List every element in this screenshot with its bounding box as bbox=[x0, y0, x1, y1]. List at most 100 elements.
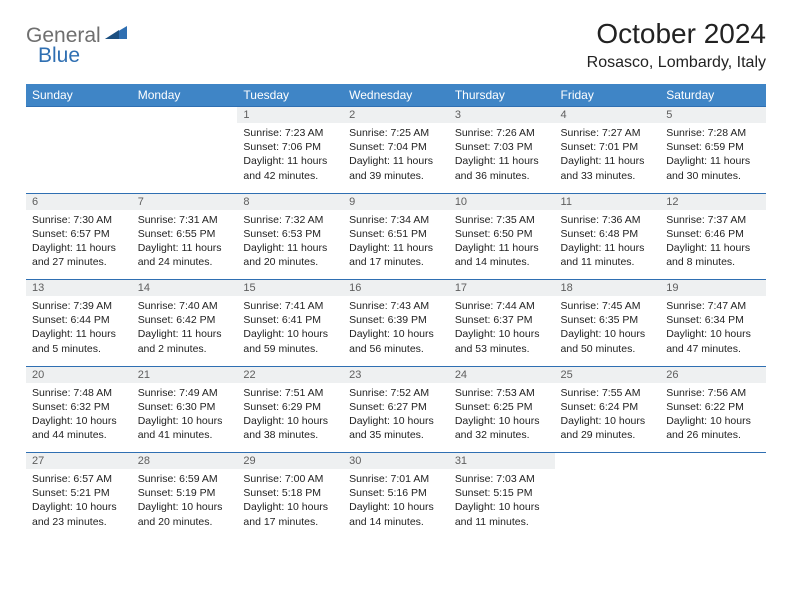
day-number-cell: 31 bbox=[449, 453, 555, 470]
title-block: October 2024 Rosasco, Lombardy, Italy bbox=[587, 18, 766, 72]
day-content-cell: Sunrise: 7:44 AMSunset: 6:37 PMDaylight:… bbox=[449, 296, 555, 366]
sunrise-line: Sunrise: 7:00 AM bbox=[243, 472, 337, 486]
sunrise-line: Sunrise: 7:35 AM bbox=[455, 213, 549, 227]
daylight-line: Daylight: 11 hours and 30 minutes. bbox=[666, 154, 760, 182]
sunrise-line: Sunrise: 7:31 AM bbox=[138, 213, 232, 227]
sunset-line: Sunset: 7:06 PM bbox=[243, 140, 337, 154]
day-number-cell: 23 bbox=[343, 366, 449, 383]
sunset-line: Sunset: 6:57 PM bbox=[32, 227, 126, 241]
daylight-line: Daylight: 11 hours and 39 minutes. bbox=[349, 154, 443, 182]
day-number-cell: 30 bbox=[343, 453, 449, 470]
day-content-cell: Sunrise: 7:37 AMSunset: 6:46 PMDaylight:… bbox=[660, 210, 766, 280]
day-content-row: Sunrise: 7:48 AMSunset: 6:32 PMDaylight:… bbox=[26, 383, 766, 453]
daylight-line: Daylight: 11 hours and 27 minutes. bbox=[32, 241, 126, 269]
sunset-line: Sunset: 6:37 PM bbox=[455, 313, 549, 327]
day-number-cell: 5 bbox=[660, 107, 766, 124]
sunset-line: Sunset: 7:01 PM bbox=[561, 140, 655, 154]
day-number-cell: 4 bbox=[555, 107, 661, 124]
logo-text-blue: Blue bbox=[38, 44, 80, 67]
day-content-row: Sunrise: 7:23 AMSunset: 7:06 PM Daylight:… bbox=[26, 123, 766, 193]
day-number-cell: 6 bbox=[26, 193, 132, 210]
sunrise-line: Sunrise: 7:39 AM bbox=[32, 299, 126, 313]
sunrise-line: Sunrise: 7:27 AM bbox=[561, 126, 655, 140]
daylight-line: Daylight: 10 hours and 20 minutes. bbox=[138, 500, 232, 528]
sunset-line: Sunset: 6:42 PM bbox=[138, 313, 232, 327]
day-content-row: Sunrise: 7:39 AMSunset: 6:44 PMDaylight:… bbox=[26, 296, 766, 366]
sunrise-line: Sunrise: 6:57 AM bbox=[32, 472, 126, 486]
daylight-line: Daylight: 11 hours and 8 minutes. bbox=[666, 241, 760, 269]
daylight-line: Daylight: 10 hours and 44 minutes. bbox=[32, 414, 126, 442]
sunset-line: Sunset: 6:22 PM bbox=[666, 400, 760, 414]
daylight-line: Daylight: 10 hours and 35 minutes. bbox=[349, 414, 443, 442]
day-content-cell: Sunrise: 7:00 AMSunset: 5:18 PMDaylight:… bbox=[237, 469, 343, 539]
sunrise-line: Sunrise: 7:43 AM bbox=[349, 299, 443, 313]
sunset-line: Sunset: 5:15 PM bbox=[455, 486, 549, 500]
day-content-cell: Sunrise: 7:53 AMSunset: 6:25 PMDaylight:… bbox=[449, 383, 555, 453]
sunset-line: Sunset: 5:18 PM bbox=[243, 486, 337, 500]
sunset-line: Sunset: 6:27 PM bbox=[349, 400, 443, 414]
sunrise-line: Sunrise: 7:41 AM bbox=[243, 299, 337, 313]
sunset-line: Sunset: 6:29 PM bbox=[243, 400, 337, 414]
day-header-row: SundayMondayTuesdayWednesdayThursdayFrid… bbox=[26, 84, 766, 107]
sunset-line: Sunset: 6:24 PM bbox=[561, 400, 655, 414]
day-header: Sunday bbox=[26, 84, 132, 107]
day-number-cell: 11 bbox=[555, 193, 661, 210]
day-number-cell: 13 bbox=[26, 280, 132, 297]
sunrise-line: Sunrise: 7:28 AM bbox=[666, 126, 760, 140]
sunrise-line: Sunrise: 7:55 AM bbox=[561, 386, 655, 400]
day-content-cell bbox=[555, 469, 661, 539]
day-content-cell: Sunrise: 7:40 AMSunset: 6:42 PMDaylight:… bbox=[132, 296, 238, 366]
location: Rosasco, Lombardy, Italy bbox=[587, 54, 766, 72]
day-number-cell: 7 bbox=[132, 193, 238, 210]
day-content-cell: Sunrise: 7:49 AMSunset: 6:30 PMDaylight:… bbox=[132, 383, 238, 453]
day-number-cell bbox=[555, 453, 661, 470]
sunrise-line: Sunrise: 7:37 AM bbox=[666, 213, 760, 227]
sunrise-line: Sunrise: 7:36 AM bbox=[561, 213, 655, 227]
day-content-cell: Sunrise: 7:25 AMSunset: 7:04 PMDaylight:… bbox=[343, 123, 449, 193]
day-content-cell bbox=[660, 469, 766, 539]
sunrise-line: Sunrise: 7:23 AM bbox=[243, 126, 337, 140]
day-content-cell: Sunrise: 7:55 AMSunset: 6:24 PMDaylight:… bbox=[555, 383, 661, 453]
sunrise-line: Sunrise: 7:52 AM bbox=[349, 386, 443, 400]
sunset-line: Sunset: 6:35 PM bbox=[561, 313, 655, 327]
daylight-line: Daylight: 10 hours and 59 minutes. bbox=[243, 327, 337, 355]
day-number-cell: 8 bbox=[237, 193, 343, 210]
day-number-cell: 25 bbox=[555, 366, 661, 383]
day-content-cell: Sunrise: 7:43 AMSunset: 6:39 PMDaylight:… bbox=[343, 296, 449, 366]
day-number-cell: 29 bbox=[237, 453, 343, 470]
day-number-cell: 16 bbox=[343, 280, 449, 297]
day-content-row: Sunrise: 7:30 AMSunset: 6:57 PMDaylight:… bbox=[26, 210, 766, 280]
day-content-cell: Sunrise: 7:41 AMSunset: 6:41 PMDaylight:… bbox=[237, 296, 343, 366]
day-content-cell: Sunrise: 7:03 AMSunset: 5:15 PMDaylight:… bbox=[449, 469, 555, 539]
day-number-cell: 27 bbox=[26, 453, 132, 470]
day-content-cell: Sunrise: 7:26 AMSunset: 7:03 PMDaylight:… bbox=[449, 123, 555, 193]
calendar-table: SundayMondayTuesdayWednesdayThursdayFrid… bbox=[26, 84, 766, 539]
day-number-cell: 24 bbox=[449, 366, 555, 383]
sunrise-line: Sunrise: 7:01 AM bbox=[349, 472, 443, 486]
daylight-line: Daylight: 11 hours and 36 minutes. bbox=[455, 154, 549, 182]
day-header: Friday bbox=[555, 84, 661, 107]
day-content-cell: Sunrise: 7:51 AMSunset: 6:29 PMDaylight:… bbox=[237, 383, 343, 453]
sunset-line: Sunset: 6:51 PM bbox=[349, 227, 443, 241]
sunset-line: Sunset: 6:48 PM bbox=[561, 227, 655, 241]
sunrise-line: Sunrise: 7:48 AM bbox=[32, 386, 126, 400]
day-content-cell: Sunrise: 7:48 AMSunset: 6:32 PMDaylight:… bbox=[26, 383, 132, 453]
day-number-cell bbox=[26, 107, 132, 124]
day-number-row: 20212223242526 bbox=[26, 366, 766, 383]
sunrise-line: Sunrise: 6:59 AM bbox=[138, 472, 232, 486]
daylight-line: Daylight: 10 hours and 26 minutes. bbox=[666, 414, 760, 442]
day-content-cell: Sunrise: 7:36 AMSunset: 6:48 PMDaylight:… bbox=[555, 210, 661, 280]
day-content-cell: Sunrise: 7:52 AMSunset: 6:27 PMDaylight:… bbox=[343, 383, 449, 453]
sunrise-line: Sunrise: 7:25 AM bbox=[349, 126, 443, 140]
day-content-row: Sunrise: 6:57 AMSunset: 5:21 PMDaylight:… bbox=[26, 469, 766, 539]
sunrise-line: Sunrise: 7:32 AM bbox=[243, 213, 337, 227]
day-number-cell: 12 bbox=[660, 193, 766, 210]
day-number-cell: 20 bbox=[26, 366, 132, 383]
daylight-line: Daylight: 10 hours and 17 minutes. bbox=[243, 500, 337, 528]
daylight-line: Daylight: 10 hours and 29 minutes. bbox=[561, 414, 655, 442]
day-content-cell: Sunrise: 6:57 AMSunset: 5:21 PMDaylight:… bbox=[26, 469, 132, 539]
day-header: Thursday bbox=[449, 84, 555, 107]
sunset-line: Sunset: 6:59 PM bbox=[666, 140, 760, 154]
day-number-cell: 1 bbox=[237, 107, 343, 124]
sunset-line: Sunset: 7:03 PM bbox=[455, 140, 549, 154]
